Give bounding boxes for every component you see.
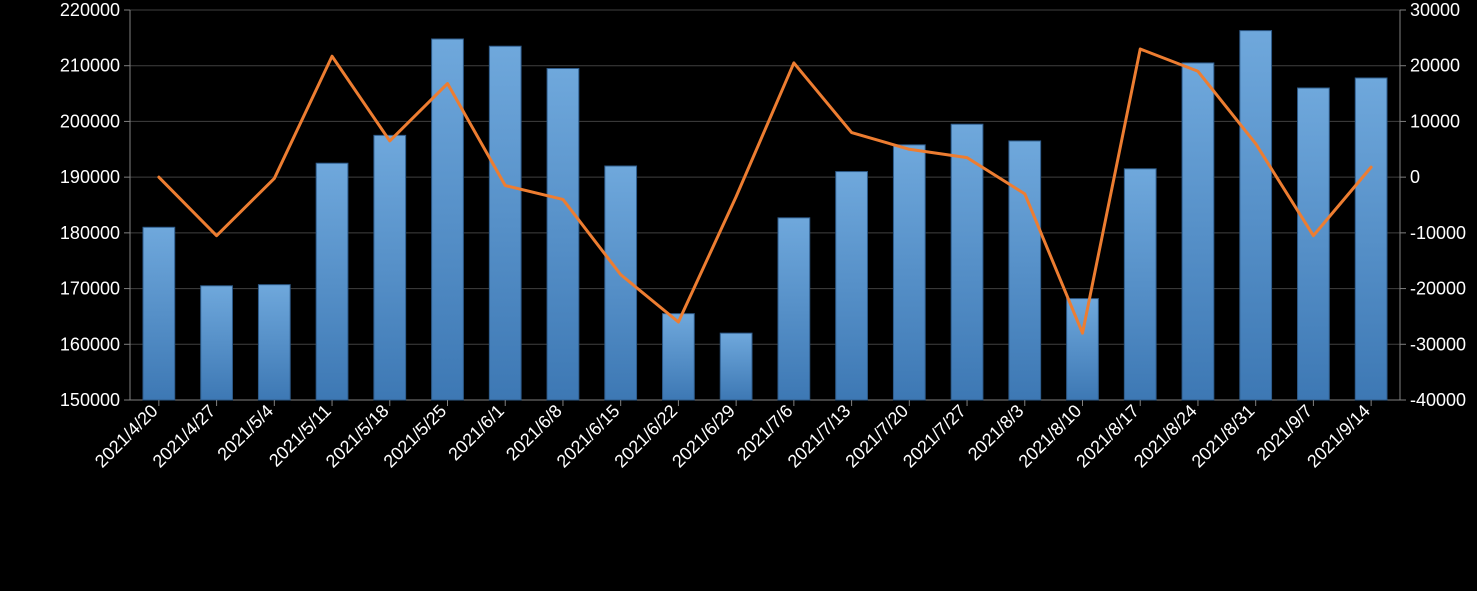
bar (1355, 78, 1387, 400)
y1-tick-label: 180000 (60, 223, 120, 243)
y2-tick-label: 20000 (1410, 56, 1460, 76)
y1-tick-label: 200000 (60, 111, 120, 131)
bar (1009, 141, 1041, 400)
bar (316, 163, 348, 400)
bar (778, 218, 810, 400)
y1-tick-label: 210000 (60, 56, 120, 76)
bar (1067, 299, 1099, 400)
bar (1124, 169, 1156, 400)
bar (201, 286, 233, 400)
y2-tick-label: 0 (1410, 167, 1420, 187)
y2-tick-label: -20000 (1410, 279, 1466, 299)
y1-tick-label: 190000 (60, 167, 120, 187)
bar (547, 69, 579, 401)
y2-tick-label: -10000 (1410, 223, 1466, 243)
y2-tick-label: -40000 (1410, 390, 1466, 410)
y2-tick-label: 30000 (1410, 0, 1460, 20)
bar (1182, 63, 1214, 400)
x-tick-label: 2021/4/27 (149, 401, 220, 472)
x-tick-label: 2021/6/29 (668, 401, 739, 472)
y2-tick-label: 10000 (1410, 111, 1460, 131)
x-tick-label: 2021/8/31 (1188, 401, 1259, 472)
bar (258, 285, 290, 400)
bar (143, 227, 175, 400)
bar (836, 172, 868, 400)
bar (893, 145, 925, 400)
bar (663, 314, 695, 400)
bar (374, 135, 406, 400)
x-tick-label: 2021/7/27 (899, 401, 970, 472)
y1-tick-label: 170000 (60, 279, 120, 299)
combo-chart: 1500001600001700001800001900002000002100… (0, 0, 1477, 591)
y1-tick-label: 150000 (60, 390, 120, 410)
bar (1298, 88, 1330, 400)
y2-tick-label: -30000 (1410, 334, 1466, 354)
y1-tick-label: 220000 (60, 0, 120, 20)
bar (720, 333, 752, 400)
x-tick-label: 2021/5/25 (380, 401, 451, 472)
bar (489, 46, 521, 400)
x-tick-label: 2021/9/14 (1303, 401, 1374, 472)
y1-tick-label: 160000 (60, 334, 120, 354)
x-tick-label: 2021/6/1 (444, 401, 508, 465)
bar (1240, 31, 1272, 400)
